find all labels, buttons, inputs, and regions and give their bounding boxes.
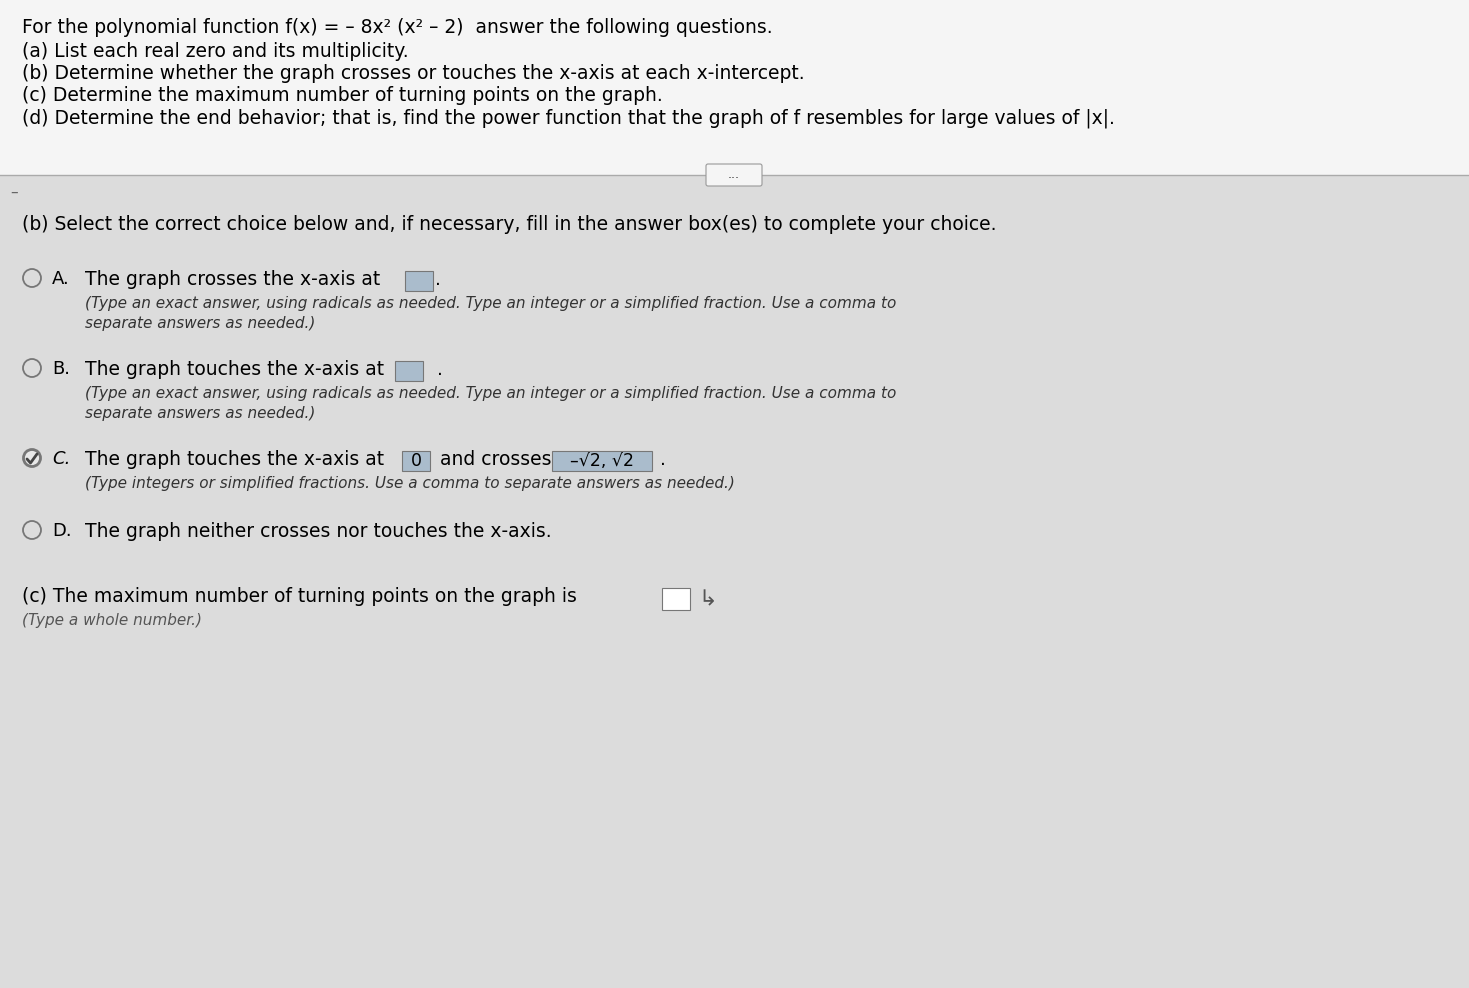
FancyBboxPatch shape	[405, 271, 433, 291]
Text: separate answers as needed.): separate answers as needed.)	[85, 316, 316, 331]
Text: (Type an exact answer, using radicals as needed. Type an integer or a simplified: (Type an exact answer, using radicals as…	[85, 296, 896, 311]
Text: The graph touches the x-axis at: The graph touches the x-axis at	[85, 360, 383, 379]
Text: (c) Determine the maximum number of turning points on the graph.: (c) Determine the maximum number of turn…	[22, 86, 663, 105]
FancyBboxPatch shape	[403, 451, 430, 471]
FancyBboxPatch shape	[552, 451, 652, 471]
Text: The graph crosses the x-axis at: The graph crosses the x-axis at	[85, 270, 380, 289]
Text: (c) The maximum number of turning points on the graph is: (c) The maximum number of turning points…	[22, 587, 577, 606]
Circle shape	[24, 450, 40, 466]
Text: B.: B.	[51, 360, 71, 378]
Text: ↳: ↳	[698, 589, 717, 609]
Text: 0: 0	[410, 452, 422, 470]
Text: .: .	[425, 360, 442, 379]
FancyBboxPatch shape	[395, 361, 423, 381]
Text: (Type an exact answer, using radicals as needed. Type an integer or a simplified: (Type an exact answer, using radicals as…	[85, 386, 896, 401]
Text: –: –	[10, 185, 18, 200]
Text: (b) Determine whether the graph crosses or touches the x-axis at each x-intercep: (b) Determine whether the graph crosses …	[22, 64, 805, 83]
Text: The graph neither crosses nor touches the x-axis.: The graph neither crosses nor touches th…	[85, 522, 552, 541]
Text: C.: C.	[51, 450, 71, 468]
Text: separate answers as needed.): separate answers as needed.)	[85, 406, 316, 421]
FancyBboxPatch shape	[0, 0, 1469, 175]
Text: (a) List each real zero and its multiplicity.: (a) List each real zero and its multipli…	[22, 42, 408, 61]
Text: –√2, √2: –√2, √2	[570, 452, 635, 470]
Text: For the polynomial function f(x) = – 8x² (x² – 2)  answer the following question: For the polynomial function f(x) = – 8x²…	[22, 18, 773, 37]
FancyBboxPatch shape	[707, 164, 762, 186]
Text: .: .	[435, 270, 441, 289]
Text: D.: D.	[51, 522, 72, 540]
Text: (d) Determine the end behavior; that is, find the power function that the graph : (d) Determine the end behavior; that is,…	[22, 108, 1115, 127]
Text: (b) Select the correct choice below and, if necessary, fill in the answer box(es: (b) Select the correct choice below and,…	[22, 215, 996, 234]
Text: ...: ...	[729, 169, 740, 182]
Text: and crosses at: and crosses at	[433, 450, 576, 469]
Text: .: .	[654, 450, 665, 469]
Text: (Type a whole number.): (Type a whole number.)	[22, 613, 203, 628]
Text: The graph touches the x-axis at: The graph touches the x-axis at	[85, 450, 383, 469]
Text: A.: A.	[51, 270, 69, 288]
FancyBboxPatch shape	[663, 588, 690, 610]
Text: (Type integers or simplified fractions. Use a comma to separate answers as neede: (Type integers or simplified fractions. …	[85, 476, 734, 491]
